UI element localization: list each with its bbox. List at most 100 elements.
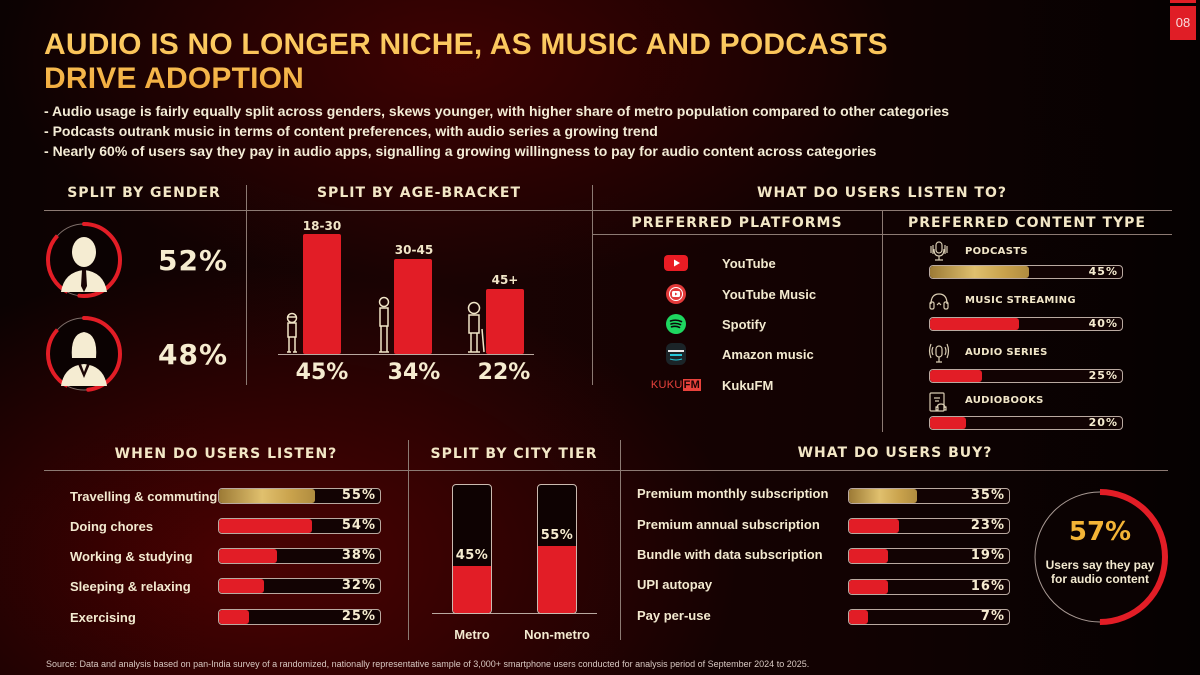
age-bar-18-30: [303, 234, 341, 354]
content-type-label: PODCASTS: [965, 246, 1028, 257]
when-listen-value: 54%: [341, 518, 376, 533]
divider: [408, 440, 409, 640]
content-type-value: 45%: [1088, 265, 1118, 278]
city-percentage: 55%: [540, 528, 574, 543]
buy-value: 23%: [970, 518, 1005, 533]
platform-youtube-music: YouTube Music: [652, 283, 816, 305]
age-label: 30-45: [394, 243, 434, 257]
buy-value: 19%: [970, 548, 1005, 563]
content-type-label: MUSIC STREAMING: [965, 295, 1076, 306]
age-label: 18-30: [302, 219, 342, 233]
broadcast-mic-icon: [928, 343, 950, 363]
podcast-mic-icon: [930, 241, 948, 261]
platforms-title: PREFERRED PLATFORMS: [631, 215, 843, 231]
divider: [592, 185, 593, 385]
content-type-value: 40%: [1088, 317, 1118, 330]
platform-youtube: YouTube: [652, 252, 776, 274]
buy-value: 35%: [970, 488, 1005, 503]
male-user-icon: [44, 220, 124, 300]
listen-to-section-title: WHAT DO USERS LISTEN TO?: [757, 185, 1007, 201]
young-person-icon: [286, 312, 298, 353]
city-tier-section-title: SPLIT BY CITY TIER: [430, 446, 598, 462]
when-listen-label: Exercising: [70, 610, 136, 625]
kukufm-logo-fm: FM: [682, 379, 702, 391]
male-percentage: 52%: [158, 243, 229, 277]
youtube-music-icon: [652, 283, 700, 305]
when-listen-section-title: WHEN DO USERS LISTEN?: [114, 446, 338, 462]
amazon-music-icon: [652, 342, 700, 366]
content-type-bar-podcasts: 45%: [929, 265, 1123, 279]
city-label: Non-metro: [524, 627, 590, 642]
city-baseline: [432, 613, 597, 614]
gender-male-row: 52%: [44, 220, 228, 300]
youtube-icon: [652, 255, 700, 271]
headphones-icon: [929, 293, 949, 310]
content-type-bar-audio-series: 25%: [929, 369, 1123, 383]
bullet-item: Podcasts outrank music in terms of conte…: [44, 121, 949, 141]
kukufm-logo-text: KUKU: [650, 379, 683, 391]
when-listen-value: 32%: [341, 578, 376, 593]
divider: [44, 470, 1168, 471]
age-section-title: SPLIT BY AGE-BRACKET: [316, 185, 522, 201]
age-label: 45+: [491, 273, 519, 287]
gender-section-title: SPLIT BY GENDER: [67, 185, 221, 201]
when-listen-label: Doing chores: [70, 519, 154, 534]
kukufm-icon: KUKU FM: [650, 379, 702, 391]
page-title: AUDIO IS NO LONGER NICHE, AS MUSIC AND P…: [44, 28, 944, 96]
pay-ring-percentage: 57%: [1068, 517, 1132, 547]
elderly-person-icon: [467, 301, 485, 353]
source-footnote: Source: Data and analysis based on pan-I…: [46, 659, 810, 669]
bullet-item: Nearly 60% of users say they pay in audi…: [44, 141, 949, 161]
pay-ring-caption: Users say they pay for audio content: [1045, 558, 1155, 586]
when-listen-label: Working & studying: [70, 549, 193, 564]
gender-female-row: 48%: [44, 314, 228, 394]
female-percentage: 48%: [158, 337, 229, 371]
platform-name: YouTube Music: [722, 286, 817, 302]
buy-label: Pay per-use: [637, 608, 711, 623]
content-type-value: 25%: [1088, 369, 1118, 382]
age-percentage: 45%: [295, 360, 349, 385]
platform-name: KukuFM: [722, 377, 774, 393]
when-listen-bar: 25%: [218, 609, 381, 625]
buy-bar: 19%: [848, 548, 1010, 564]
content-type-bar-music-streaming: 40%: [929, 317, 1123, 331]
buy-label: Premium monthly subscription: [637, 486, 829, 501]
city-label: Metro: [454, 627, 490, 642]
platform-name: YouTube: [722, 255, 776, 271]
when-listen-label: Sleeping & relaxing: [70, 579, 191, 594]
divider: [620, 440, 621, 640]
buy-label: Premium annual subscription: [637, 517, 820, 532]
age-bar-45-plus: [486, 289, 524, 354]
age-percentage: 22%: [477, 360, 531, 385]
buy-section-title: WHAT DO USERS BUY?: [797, 445, 993, 461]
divider: [44, 210, 1172, 211]
buy-bar: 16%: [848, 579, 1010, 595]
content-type-title: PREFERRED CONTENT TYPE: [907, 215, 1146, 231]
content-type-label: AUDIOBOOKS: [965, 395, 1044, 406]
when-listen-value: 25%: [341, 609, 376, 624]
female-user-icon: [44, 314, 124, 394]
age-baseline: [278, 354, 534, 355]
buy-label: UPI autopay: [637, 577, 713, 592]
platform-spotify: Spotify: [652, 313, 766, 335]
age-percentage: 34%: [387, 360, 441, 385]
content-type-label: AUDIO SERIES: [965, 347, 1048, 358]
when-listen-bar: 38%: [218, 548, 381, 564]
when-listen-value: 55%: [341, 488, 376, 503]
page-number-badge: 08: [1170, 0, 1196, 40]
divider: [246, 185, 247, 385]
platform-name: Spotify: [722, 316, 767, 332]
spotify-icon: [652, 313, 700, 335]
buy-bar: 23%: [848, 518, 1010, 534]
when-listen-bar: 55%: [218, 488, 381, 504]
age-bar-30-45: [394, 259, 432, 354]
buy-bar: 7%: [848, 609, 1010, 625]
buy-value: 16%: [970, 579, 1005, 594]
adult-person-icon: [378, 296, 390, 353]
platform-name: Amazon music: [722, 346, 814, 362]
buy-label: Bundle with data subscription: [637, 547, 823, 562]
divider: [882, 210, 883, 432]
when-listen-bar: 54%: [218, 518, 381, 534]
buy-bar: 35%: [848, 488, 1010, 504]
when-listen-bar: 32%: [218, 578, 381, 594]
